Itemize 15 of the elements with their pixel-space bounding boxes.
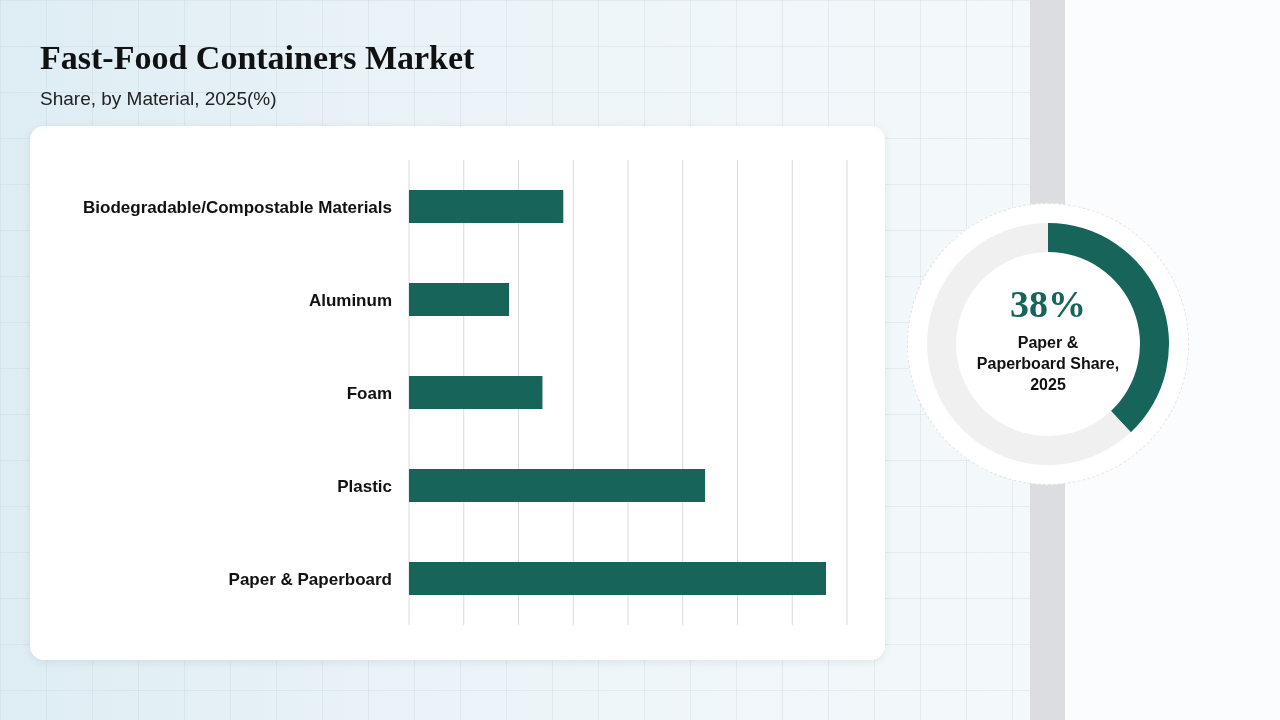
text: Share, by Material, 2025(%) bbox=[40, 87, 277, 111]
y-tick-label: Plastic bbox=[337, 476, 392, 496]
bar bbox=[409, 469, 706, 502]
bar bbox=[409, 283, 510, 316]
y-tick-label: Paper & Paperboard bbox=[228, 569, 392, 589]
bar bbox=[409, 562, 826, 595]
y-tick-label: Foam bbox=[346, 383, 392, 403]
y-tick-label: Aluminum bbox=[308, 290, 392, 310]
bar bbox=[409, 376, 543, 409]
chart-title: Fast-Food Containers Market bbox=[40, 38, 475, 78]
text: Paper & Paperboard Share, 2025 bbox=[975, 333, 1121, 395]
donut-slice bbox=[927, 223, 1131, 465]
bar bbox=[409, 190, 564, 223]
y-tick-label: Biodegradable/Compostable Materials bbox=[83, 197, 392, 217]
data-label: 38% bbox=[1009, 282, 1087, 326]
